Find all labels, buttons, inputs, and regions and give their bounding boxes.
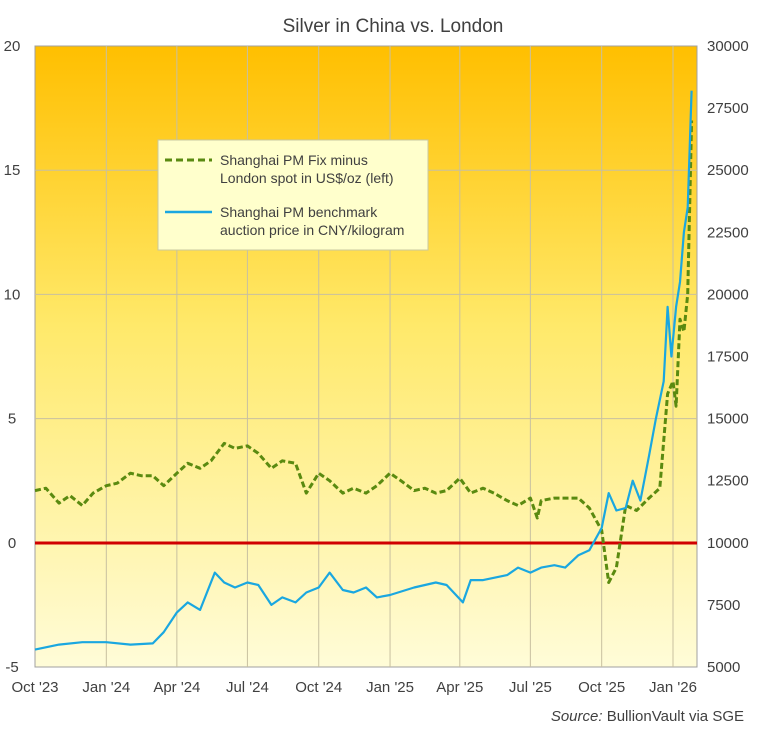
x-tick-label: Oct '23 bbox=[11, 679, 58, 696]
plot-area bbox=[34, 45, 698, 668]
x-tick-label: Jan '26 bbox=[649, 679, 697, 696]
y-right-tick-label: 5000 bbox=[707, 659, 740, 676]
legend-label-price-2: auction price in CNY/kilogram bbox=[220, 222, 404, 238]
x-tick-label: Oct '25 bbox=[578, 679, 625, 696]
y-left-tick-label: 10 bbox=[4, 286, 21, 303]
legend-box bbox=[157, 139, 429, 251]
source-label: Source: bbox=[551, 708, 603, 725]
y-left-tick-label: 0 bbox=[8, 535, 16, 552]
legend-label-premium-2: London spot in US$/oz (left) bbox=[220, 170, 394, 186]
chart-title: Silver in China vs. London bbox=[283, 16, 504, 37]
y-left-tick-label: 15 bbox=[4, 162, 21, 179]
x-tick-label: Jan '24 bbox=[82, 679, 130, 696]
y-right-tick-label: 22500 bbox=[707, 224, 749, 241]
series-line-price bbox=[34, 90, 693, 651]
y-right-tick-label: 10000 bbox=[707, 535, 749, 552]
x-tick-label: Apr '25 bbox=[436, 679, 483, 696]
x-tick-label: Apr '24 bbox=[153, 679, 200, 696]
y-left-tick-label: 20 bbox=[4, 38, 21, 55]
x-tick-label: Jul '25 bbox=[509, 679, 552, 696]
y-left-tick-label: -5 bbox=[5, 659, 18, 676]
y-right-tick-label: 7500 bbox=[707, 597, 740, 614]
source-note: Source: BullionVault via SGE bbox=[551, 708, 744, 725]
source-text: BullionVault via SGE bbox=[603, 708, 744, 725]
legend-label-price-1: Shanghai PM benchmark bbox=[220, 204, 378, 220]
y-right-tick-label: 25000 bbox=[707, 162, 749, 179]
legend: Shanghai PM Fix minus London spot in US$… bbox=[157, 139, 429, 251]
y-right-tick-label: 30000 bbox=[707, 38, 749, 55]
y-right-tick-label: 20000 bbox=[707, 286, 749, 303]
y-right-tick-label: 27500 bbox=[707, 100, 749, 117]
x-tick-label: Jan '25 bbox=[366, 679, 414, 696]
x-tick-label: Oct '24 bbox=[295, 679, 342, 696]
y-right-tick-label: 17500 bbox=[707, 349, 749, 366]
series-line-premium bbox=[34, 120, 694, 584]
y-left-tick-label: 5 bbox=[8, 411, 16, 428]
y-right-tick-label: 12500 bbox=[707, 473, 749, 490]
legend-label-premium-1: Shanghai PM Fix minus bbox=[220, 152, 368, 168]
x-tick-label: Jul '24 bbox=[226, 679, 269, 696]
y-right-tick-label: 15000 bbox=[707, 411, 749, 428]
